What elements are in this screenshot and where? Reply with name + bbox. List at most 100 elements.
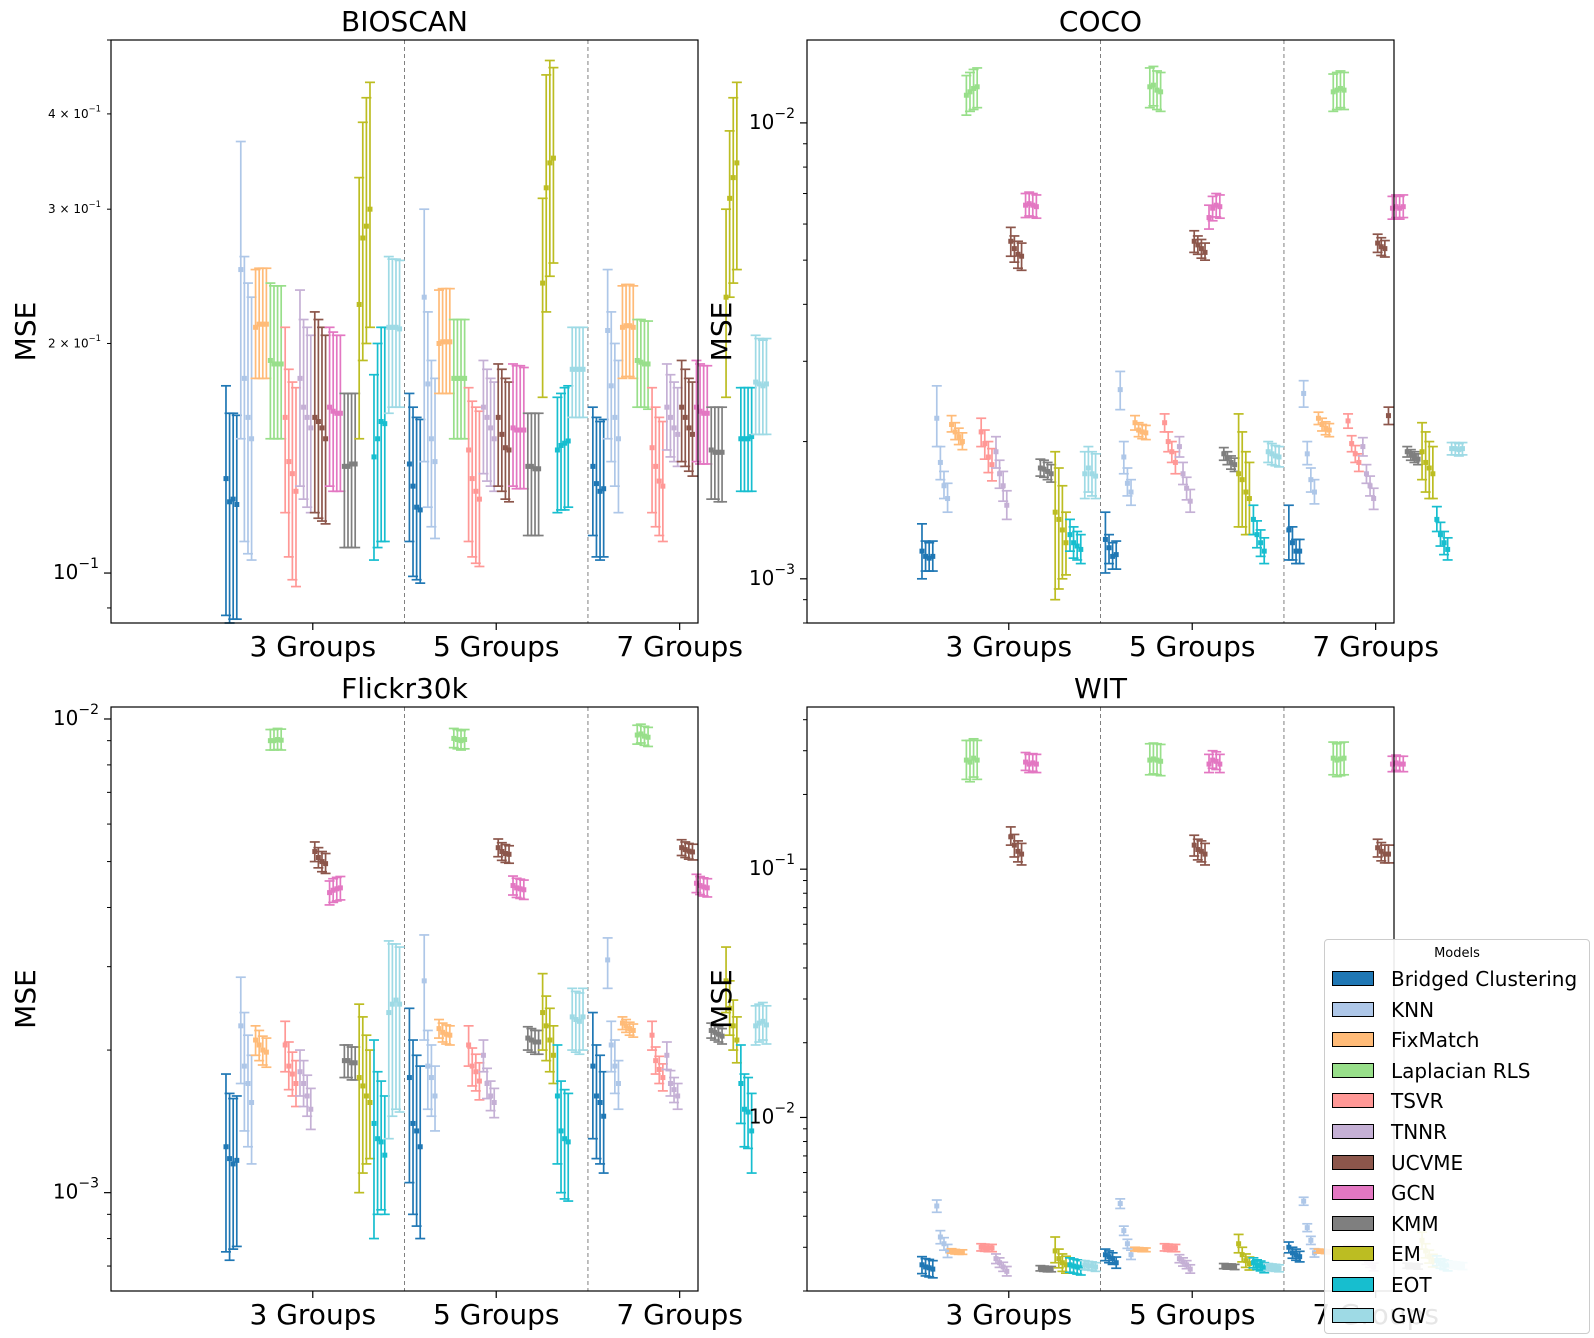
data-point (1375, 240, 1381, 246)
legend-swatch (1332, 1307, 1374, 1323)
data-point (1067, 532, 1073, 538)
data-point (926, 1265, 932, 1271)
data-point (432, 1093, 438, 1099)
data-point (440, 339, 446, 345)
data-point (517, 427, 523, 433)
data-point (410, 1120, 416, 1126)
data-point (360, 1083, 366, 1089)
data-point (367, 206, 373, 212)
data-point (337, 885, 343, 891)
data-point (495, 845, 501, 851)
data-point (480, 404, 486, 410)
plot-frame (806, 39, 1395, 624)
data-point (1360, 444, 1366, 450)
data-point (576, 366, 582, 372)
data-point (1261, 1265, 1267, 1271)
data-point (289, 471, 295, 477)
data-point (1198, 246, 1204, 252)
data-point (1128, 489, 1134, 495)
data-point (1213, 758, 1219, 764)
data-point (554, 1093, 560, 1099)
data-point (1139, 429, 1145, 435)
legend-swatch (1332, 1062, 1374, 1078)
legend-label: UCVME (1391, 1150, 1464, 1175)
data-point (1213, 202, 1219, 208)
data-point (738, 436, 744, 442)
data-point (536, 1039, 542, 1045)
data-point (1334, 87, 1340, 93)
data-point (1389, 761, 1395, 767)
data-point (256, 321, 262, 327)
data-point (502, 851, 508, 857)
data-point (686, 425, 692, 431)
data-point (1301, 1198, 1307, 1204)
data-point (510, 883, 516, 889)
data-point (1289, 540, 1295, 546)
data-point (223, 476, 229, 482)
subplot-flickr30k: Flickr30k MSE 3 Groups 5 Groups 7 Groups (9, 672, 772, 1331)
legend-item-gw: GW (1325, 1301, 1589, 1332)
data-point (1228, 1264, 1234, 1270)
data-point (978, 429, 984, 435)
data-point (421, 294, 427, 300)
data-point (462, 375, 468, 381)
data-point (1326, 427, 1332, 433)
data-point (1033, 761, 1039, 767)
data-point (1206, 215, 1212, 221)
data-point (436, 1026, 442, 1032)
data-point (286, 459, 292, 465)
data-point (410, 483, 416, 489)
data-point (275, 737, 281, 743)
legend-label: EM (1391, 1242, 1421, 1267)
data-point (974, 84, 980, 90)
data-point (1124, 480, 1130, 486)
data-point (1236, 1241, 1242, 1247)
data-point (949, 422, 955, 428)
data-point (967, 89, 973, 95)
data-point (323, 861, 329, 867)
data-point (1147, 757, 1153, 763)
data-point (1419, 449, 1425, 455)
data-point (550, 155, 556, 161)
data-point (601, 486, 607, 492)
data-point (525, 1035, 531, 1041)
data-point (1158, 89, 1164, 95)
data-point (1052, 1248, 1058, 1254)
data-point (323, 436, 329, 442)
data-point (645, 361, 651, 367)
data-point (605, 327, 611, 333)
data-point (382, 421, 388, 427)
data-point (469, 1063, 475, 1069)
data-point (1154, 87, 1160, 93)
data-point (1085, 465, 1091, 471)
data-point (1269, 1264, 1275, 1270)
data-point (630, 324, 636, 330)
data-point (349, 1060, 355, 1066)
data-point (1082, 471, 1088, 477)
data-point (1371, 496, 1377, 502)
data-point (1319, 422, 1325, 428)
data-point (1228, 459, 1234, 465)
data-point (664, 1052, 670, 1058)
data-point (1404, 449, 1410, 455)
data-point (623, 1023, 629, 1029)
legend-item-tnnr: TNNR (1325, 1117, 1589, 1148)
data-point (638, 359, 644, 365)
data-point (466, 1042, 472, 1048)
legend-title: Models (1434, 946, 1480, 961)
data-point (1206, 761, 1212, 767)
data-point (525, 463, 531, 469)
data-point (1217, 204, 1223, 210)
data-point (653, 463, 659, 469)
x-tick-label: 3 Groups (250, 630, 377, 663)
data-point (1452, 446, 1458, 452)
data-point (989, 462, 995, 468)
data-point (952, 429, 958, 435)
data-point (1356, 459, 1362, 465)
data-point (360, 235, 366, 241)
data-point (462, 737, 468, 743)
data-point (1026, 761, 1032, 767)
data-point (484, 1081, 490, 1087)
data-point (1169, 1245, 1175, 1251)
data-point (1254, 532, 1260, 538)
